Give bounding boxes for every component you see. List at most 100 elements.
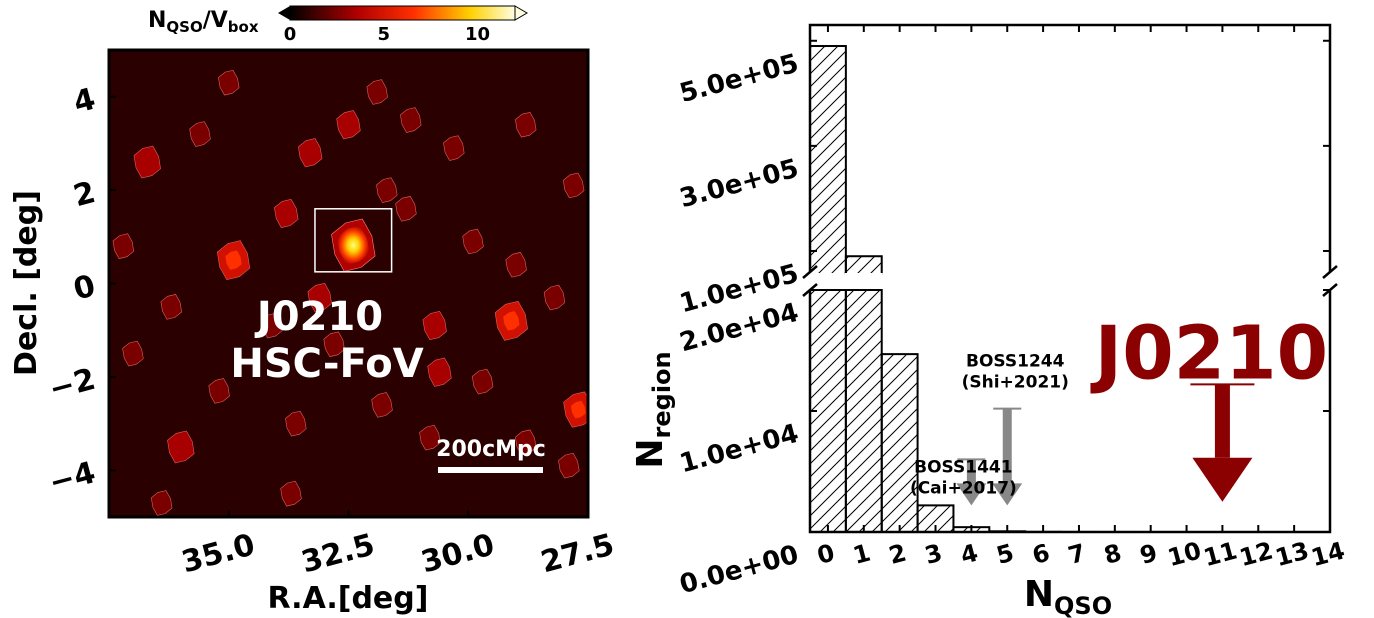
map-peaks bbox=[112, 69, 588, 516]
annotation-label: BOSS1244 bbox=[966, 352, 1065, 372]
histogram-x-tick-label: 2 bbox=[886, 539, 909, 570]
histogram-x-tick-label: 1 bbox=[850, 539, 873, 570]
scale-bar bbox=[438, 467, 543, 473]
map-x-axis-label: R.A.[deg] bbox=[268, 581, 429, 616]
density-peak bbox=[218, 69, 240, 96]
density-peak bbox=[376, 177, 398, 203]
histogram-y-tick-label: 0.0e+00 bbox=[677, 540, 802, 600]
histogram-x-tick-label: 3 bbox=[922, 539, 945, 570]
density-peak bbox=[208, 378, 230, 404]
annotation-reference: (Shi+2021) bbox=[962, 373, 1069, 393]
histogram-x-tick: 1 bbox=[850, 25, 873, 570]
density-peak bbox=[150, 490, 173, 516]
histogram-arrow-annotation: J0210 bbox=[1090, 310, 1329, 502]
density-peak bbox=[471, 368, 494, 395]
histogram-bars bbox=[809, 45, 1134, 534]
histogram-x-tick: 0 bbox=[814, 25, 838, 570]
map-x-tick-label: 30.0 bbox=[418, 527, 499, 580]
map-x-tick-label: 32.5 bbox=[298, 527, 379, 580]
map-x-tick: 35.0 bbox=[178, 510, 259, 580]
colorbar-tick-label: 5 bbox=[377, 24, 390, 45]
histogram-y-tick: 3.0e+05 bbox=[677, 144, 1330, 214]
histogram-bar bbox=[880, 353, 919, 533]
histogram-x-tick-label: 10 bbox=[1165, 536, 1205, 572]
map-x-tick-label: 27.5 bbox=[537, 527, 618, 580]
histogram-x-tick: 8 bbox=[1101, 25, 1124, 570]
histogram-x-tick: 9 bbox=[1137, 25, 1160, 570]
map-y-tick: −2 bbox=[46, 362, 116, 408]
density-peak bbox=[323, 331, 345, 357]
histogram-y-tick-label: 5.0e+05 bbox=[677, 49, 802, 109]
density-peak bbox=[395, 196, 417, 222]
density-peak bbox=[189, 121, 211, 147]
histogram-y-tick: 5.0e+05 bbox=[677, 39, 1330, 109]
scale-bar-label: 200cMpc bbox=[436, 437, 546, 462]
colorbar-gradient bbox=[289, 5, 516, 21]
map-y-ticks: 4 2 0 −2 −4 bbox=[46, 82, 116, 501]
density-map-panel: J0210 HSC-FoV 200cMpc 35.0 32.5 30.0 27.5 4… bbox=[9, 48, 618, 616]
map-x-tick-label: 35.0 bbox=[178, 527, 259, 580]
field-sub-label: HSC-FoV bbox=[230, 341, 423, 387]
density-peak bbox=[494, 300, 528, 341]
density-peak bbox=[366, 79, 388, 105]
colorbar: 0 5 10 NQSO/Vbox bbox=[148, 5, 528, 45]
density-peak bbox=[331, 218, 376, 272]
colorbar-max-extend bbox=[514, 5, 528, 21]
density-peak bbox=[543, 284, 566, 311]
density-peak bbox=[285, 410, 307, 437]
j0210-annotation-label: J0210 bbox=[1090, 310, 1329, 396]
density-peak bbox=[422, 310, 447, 341]
density-peak bbox=[112, 233, 135, 259]
density-peak bbox=[462, 228, 484, 255]
histogram-x-axis-label: NQSO bbox=[1024, 574, 1112, 618]
density-peak bbox=[336, 110, 361, 140]
map-y-axis-label: Decl. [deg] bbox=[9, 190, 44, 376]
histogram-x-tick-label: 13 bbox=[1272, 536, 1312, 572]
histogram-x-tick: 13 bbox=[1272, 25, 1312, 572]
density-peak bbox=[515, 429, 537, 456]
density-peak bbox=[274, 198, 299, 228]
density-peak bbox=[133, 145, 161, 179]
annotation-reference: (Cai+2017) bbox=[910, 478, 1017, 498]
density-peak bbox=[505, 252, 527, 278]
density-peak bbox=[298, 138, 323, 168]
histogram-x-tick-label: 9 bbox=[1137, 539, 1160, 570]
colorbar-tick-label: 10 bbox=[465, 24, 490, 45]
density-peak bbox=[280, 480, 302, 507]
histogram-x-tick: 6 bbox=[1029, 25, 1053, 570]
map-y-tick-label: −2 bbox=[46, 362, 100, 408]
density-peak bbox=[427, 357, 452, 387]
histogram-x-tick-label: 14 bbox=[1308, 536, 1348, 572]
density-peak bbox=[371, 392, 393, 418]
histogram-arrow-annotation: BOSS1244(Shi+2021) bbox=[962, 352, 1069, 506]
density-peak bbox=[261, 312, 283, 339]
density-peak bbox=[563, 391, 588, 428]
axis-break-mark bbox=[1322, 265, 1338, 279]
histogram-x-tick: 5 bbox=[993, 25, 1017, 570]
map-y-tick-label: 2 bbox=[70, 175, 99, 214]
histogram-y-tick-label: 3.0e+05 bbox=[677, 154, 802, 214]
map-y-tick-label: −4 bbox=[46, 455, 100, 501]
field-name-label: J0210 bbox=[254, 294, 383, 340]
density-peak bbox=[216, 240, 251, 281]
density-peak bbox=[400, 107, 422, 133]
histogram-x-tick-label: 6 bbox=[1029, 539, 1052, 570]
colorbar-label: NQSO/Vbox bbox=[148, 8, 259, 36]
annotation-label: BOSS1441 bbox=[914, 457, 1012, 477]
density-peak bbox=[307, 282, 332, 313]
histogram-x-tick-label: 12 bbox=[1236, 536, 1276, 572]
j0210-field-box bbox=[314, 208, 393, 273]
axis-break-mark bbox=[802, 265, 818, 279]
map-y-tick: −4 bbox=[46, 455, 116, 501]
histogram-x-tick: 12 bbox=[1236, 25, 1276, 572]
histogram-x-tick-label: 5 bbox=[993, 539, 1016, 570]
map-y-tick-label: 0 bbox=[70, 268, 99, 307]
density-peak bbox=[562, 172, 585, 199]
histogram-x-tick-label: 4 bbox=[958, 539, 981, 570]
histogram-x-tick: 4 bbox=[958, 25, 981, 570]
density-peak bbox=[419, 424, 441, 451]
density-peak bbox=[443, 135, 465, 161]
histogram-y-tick-label: 1.0e+04 bbox=[677, 419, 802, 479]
histogram-bar bbox=[844, 255, 883, 533]
histogram-x-tick: 2 bbox=[886, 25, 909, 570]
